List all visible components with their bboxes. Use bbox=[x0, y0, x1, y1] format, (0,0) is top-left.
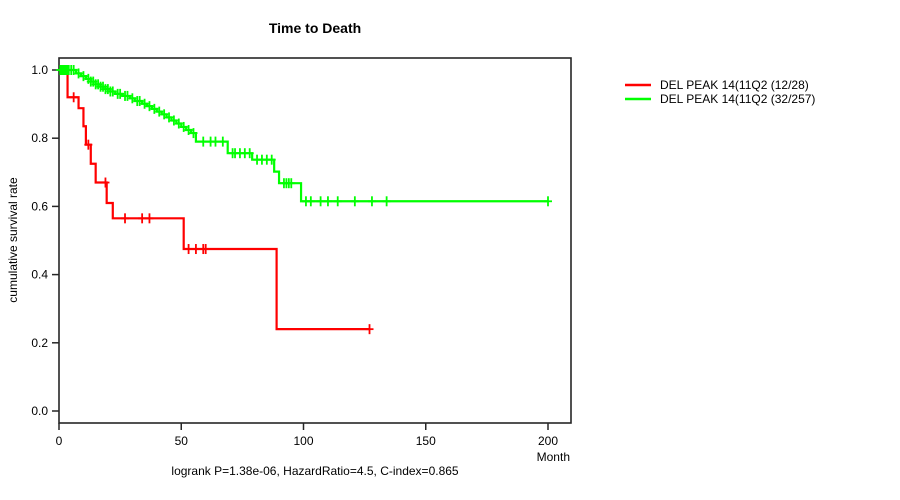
y-tick-label: 0.8 bbox=[31, 131, 48, 145]
y-tick-label: 1.0 bbox=[31, 63, 48, 77]
x-tick-label: 100 bbox=[293, 434, 313, 448]
legend-label-green: DEL PEAK 14(11Q2 (32/257) bbox=[660, 92, 815, 106]
y-tick-label: 0.6 bbox=[31, 199, 48, 213]
x-tick-label: 0 bbox=[56, 434, 63, 448]
x-tick-label: 200 bbox=[538, 434, 558, 448]
stats-footer: logrank P=1.38e-06, HazardRatio=4.5, C-i… bbox=[171, 464, 459, 478]
x-tick-label: 150 bbox=[416, 434, 436, 448]
green-survival-curve bbox=[59, 68, 548, 203]
y-tick-label: 0.0 bbox=[31, 404, 48, 418]
x-tick-label: 50 bbox=[175, 434, 189, 448]
green-censor-marks bbox=[56, 65, 552, 207]
x-axis-unit-label: Month bbox=[537, 450, 570, 464]
legend: DEL PEAK 14(11Q2 (12/28) DEL PEAK 14(11Q… bbox=[625, 78, 815, 106]
y-axis-title: cumulative survival rate bbox=[6, 177, 20, 303]
x-axis-ticks: 0 50 100 150 200 bbox=[56, 423, 558, 448]
plot-box bbox=[58, 57, 572, 424]
red-survival-curve bbox=[59, 68, 370, 331]
survival-curves bbox=[56, 65, 552, 335]
y-axis-ticks: 0.0 0.2 0.4 0.6 0.8 1.0 bbox=[31, 63, 59, 418]
legend-label-red: DEL PEAK 14(11Q2 (12/28) bbox=[660, 78, 809, 92]
chart-title: Time to Death bbox=[269, 20, 361, 36]
red-censor-marks bbox=[69, 92, 374, 335]
y-tick-label: 0.2 bbox=[31, 336, 48, 350]
y-tick-label: 0.4 bbox=[31, 268, 48, 282]
